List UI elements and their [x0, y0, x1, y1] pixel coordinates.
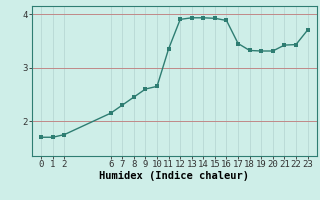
- X-axis label: Humidex (Indice chaleur): Humidex (Indice chaleur): [100, 171, 249, 181]
